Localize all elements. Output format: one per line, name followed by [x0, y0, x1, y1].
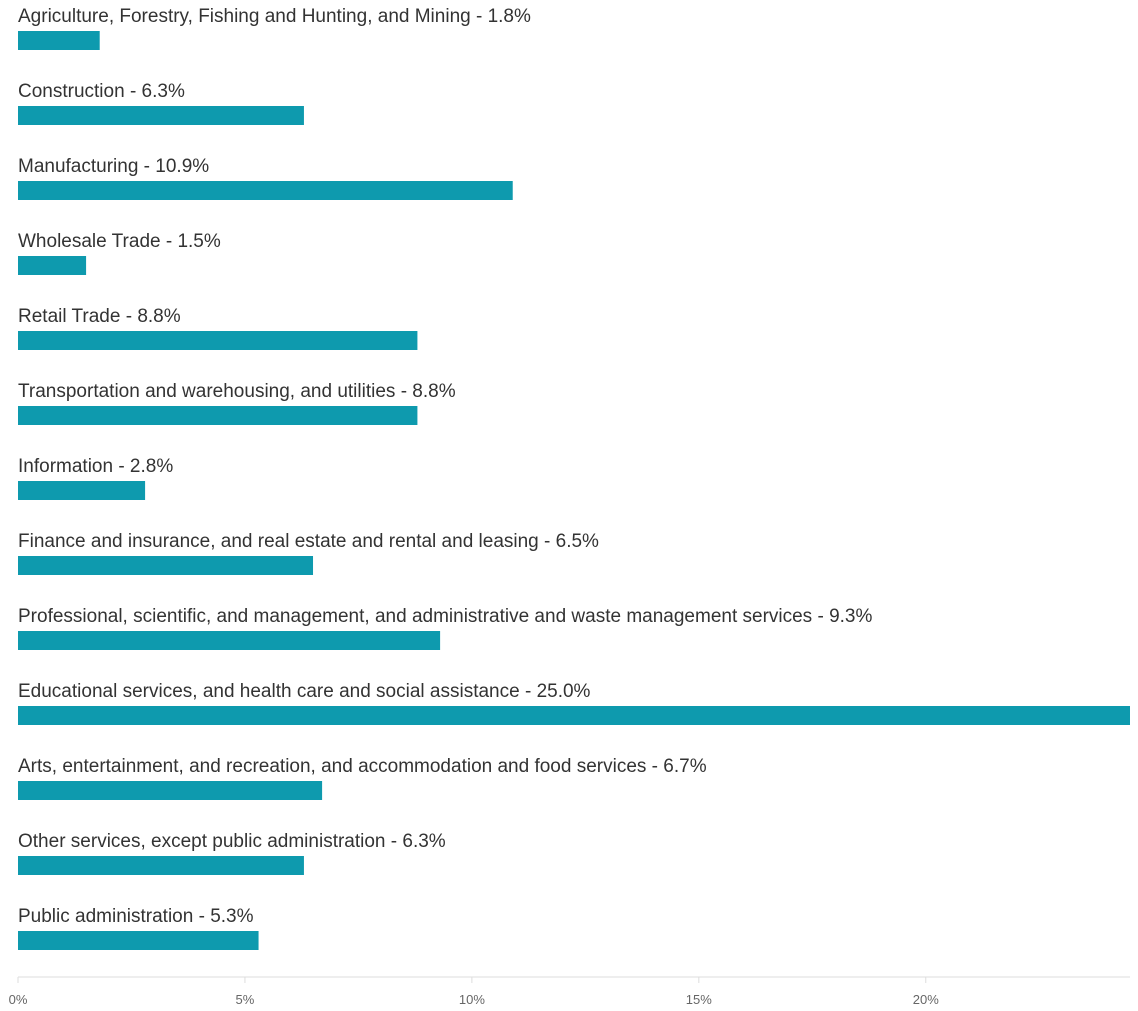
x-tick-label: 15% [686, 992, 712, 1007]
category-label: Construction - 6.3% [18, 81, 185, 102]
category-label: Wholesale Trade - 1.5% [18, 231, 221, 252]
category-label: Manufacturing - 10.9% [18, 156, 209, 177]
category-label: Transportation and warehousing, and util… [18, 381, 456, 402]
bar [18, 556, 314, 575]
bar [18, 256, 87, 275]
category-label: Agriculture, Forestry, Fishing and Hunti… [18, 6, 531, 27]
category-label: Professional, scientific, and management… [18, 606, 872, 627]
bar [18, 856, 304, 875]
bar [18, 931, 259, 950]
category-label: Educational services, and health care an… [18, 681, 591, 702]
category-label: Information - 2.8% [18, 456, 173, 477]
bar [18, 106, 304, 125]
category-label: Other services, except public administra… [18, 831, 446, 852]
x-tick-label: 20% [913, 992, 939, 1007]
category-label: Finance and insurance, and real estate a… [18, 531, 599, 552]
bar [18, 31, 100, 50]
bar [18, 481, 146, 500]
bar [18, 331, 418, 350]
bar [18, 781, 323, 800]
category-label: Arts, entertainment, and recreation, and… [18, 756, 707, 777]
category-label: Retail Trade - 8.8% [18, 306, 181, 327]
category-labels-layer: Agriculture, Forestry, Fishing and Hunti… [18, 6, 872, 927]
bar [18, 631, 441, 650]
x-tick-label: 5% [236, 992, 255, 1007]
category-label: Public administration - 5.3% [18, 906, 254, 927]
bars-layer [18, 31, 1130, 950]
x-tick-label: 10% [459, 992, 485, 1007]
bar [18, 406, 418, 425]
x-tick-label: 0% [9, 992, 28, 1007]
bar [18, 181, 513, 200]
bar [18, 706, 1130, 725]
x-axis-ticks-layer: 0% 5% 10% 15% 20% [9, 977, 939, 1007]
